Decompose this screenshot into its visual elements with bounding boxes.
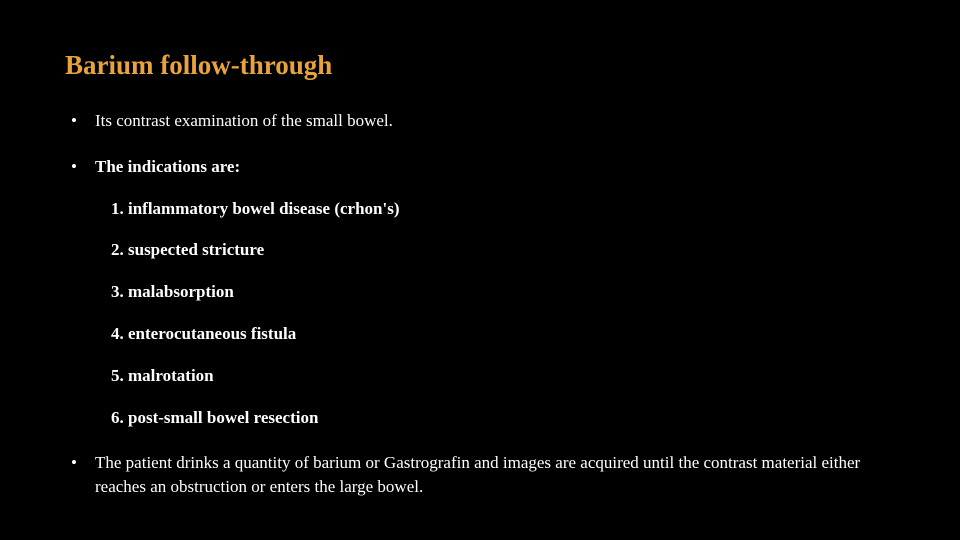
bullet-text: The patient drinks a quantity of barium … [95, 453, 860, 496]
indications-sublist: 1. inflammatory bowel disease (crhon's) … [95, 197, 895, 430]
slide-content: Its contrast examination of the small bo… [65, 109, 895, 499]
list-item: The indications are: 1. inflammatory bow… [65, 155, 895, 430]
sublist-item: 1. inflammatory bowel disease (crhon's) [111, 197, 895, 221]
sublist-item: 3. malabsorption [111, 280, 895, 304]
slide-container: Barium follow-through Its contrast exami… [0, 0, 960, 540]
sublist-item: 2. suspected stricture [111, 238, 895, 262]
bullet-list: Its contrast examination of the small bo… [65, 109, 895, 499]
sublist-item: 5. malrotation [111, 364, 895, 388]
slide-title: Barium follow-through [65, 50, 895, 81]
list-item: The patient drinks a quantity of barium … [65, 451, 895, 499]
sublist-item: 6. post-small bowel resection [111, 406, 895, 430]
sublist-item: 4. enterocutaneous fistula [111, 322, 895, 346]
list-item: Its contrast examination of the small bo… [65, 109, 895, 133]
bullet-text: Its contrast examination of the small bo… [95, 111, 393, 130]
bullet-text: The indications are: [95, 157, 240, 176]
